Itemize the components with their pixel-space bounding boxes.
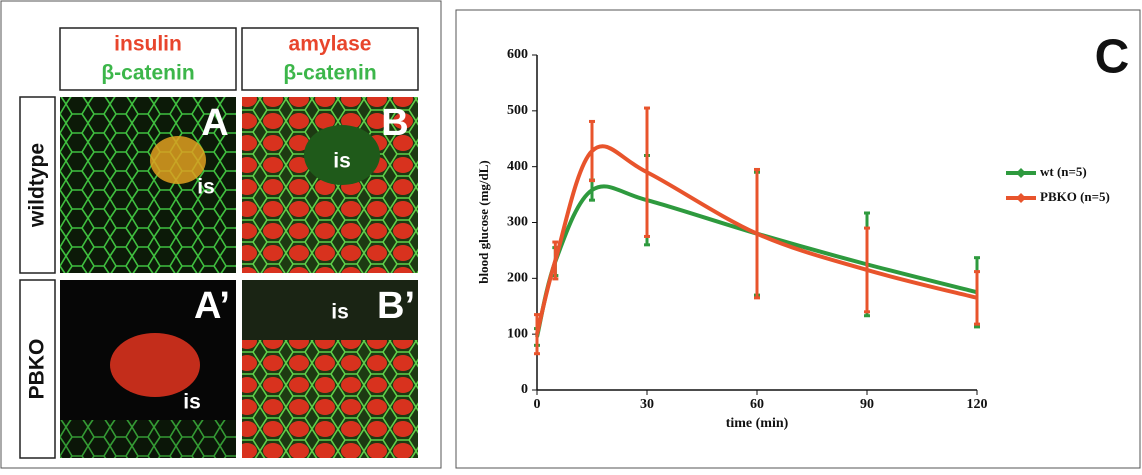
- column-header: β-catenin: [101, 62, 194, 85]
- islet: [110, 333, 200, 397]
- islet: [150, 136, 206, 184]
- x-tick-label: 60: [750, 397, 764, 412]
- y-tick-label: 500: [507, 103, 528, 118]
- islet: [304, 125, 380, 185]
- y-tick-label: 300: [507, 215, 528, 230]
- header-box: [241, 27, 419, 91]
- islet: [242, 280, 418, 340]
- y-tick-label: 600: [507, 47, 528, 62]
- column-header: β-catenin: [283, 62, 376, 85]
- error-bar: [644, 106, 650, 238]
- row-label: PBKO: [26, 339, 49, 400]
- panel-label: is: [197, 176, 215, 199]
- chart-frame: [455, 9, 1141, 469]
- x-tick-label: 90: [860, 397, 874, 412]
- legend-marker: [1016, 193, 1026, 203]
- panel-letter: B’: [377, 285, 415, 327]
- y-tick-label: 0: [521, 382, 528, 397]
- row-label: wildtype: [26, 143, 49, 228]
- error-bar: [974, 270, 980, 326]
- legend-label: wt (n=5): [1040, 164, 1087, 179]
- error-bar: [864, 226, 870, 314]
- micrograph-edge: [60, 420, 236, 458]
- y-tick-label: 200: [507, 271, 528, 286]
- column-header: insulin: [114, 33, 182, 56]
- y-tick-label: 400: [507, 159, 528, 174]
- panel-letter: B: [381, 102, 408, 144]
- panel-label: is: [333, 150, 351, 173]
- error-bar: [589, 119, 595, 183]
- panel-letter: A’: [194, 285, 230, 327]
- legend-marker: [1016, 168, 1026, 178]
- x-axis-label: time (min): [726, 416, 789, 431]
- y-axis-label: blood glucose (mg/dL): [476, 160, 491, 284]
- micrograph: [242, 97, 418, 273]
- y-tick-label: 100: [507, 326, 528, 341]
- row-box: [19, 96, 56, 274]
- left-frame: [0, 0, 442, 469]
- legend-label: PBKO (n=5): [1040, 189, 1110, 204]
- error-bar: [552, 240, 559, 281]
- panel-letter: A: [201, 102, 228, 144]
- x-tick-label: 120: [967, 397, 988, 412]
- header-box: [59, 27, 237, 91]
- error-bar: [754, 167, 760, 300]
- panel-label: is: [331, 301, 349, 324]
- x-tick-label: 30: [640, 397, 654, 412]
- panel-label: is: [183, 391, 201, 414]
- panel-letter: C: [1095, 31, 1130, 84]
- error-bar: [534, 313, 540, 356]
- row-box: [19, 279, 56, 459]
- x-tick-label: 0: [534, 397, 541, 412]
- column-header: amylase: [289, 33, 372, 56]
- micrograph: [60, 97, 236, 273]
